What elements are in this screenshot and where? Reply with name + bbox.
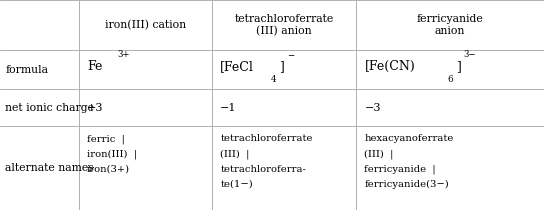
Text: −: − (287, 50, 294, 59)
Text: 6: 6 (447, 75, 453, 84)
Text: 4: 4 (270, 75, 276, 84)
Text: ]: ] (456, 60, 461, 73)
Text: (III)  |: (III) | (220, 150, 250, 159)
Text: 3−: 3− (463, 50, 476, 59)
Text: ferricyanide
anion: ferricyanide anion (417, 14, 484, 36)
Text: te(1−): te(1−) (220, 180, 253, 189)
Text: iron(III)  |: iron(III) | (87, 150, 137, 159)
Text: ferricyanide  |: ferricyanide | (364, 165, 436, 174)
Text: 3+: 3+ (117, 50, 129, 59)
Text: hexacyanoferrate: hexacyanoferrate (364, 134, 454, 143)
Text: tetrachloroferra-: tetrachloroferra- (220, 165, 306, 174)
Text: [FeCl: [FeCl (220, 60, 254, 73)
Text: net ionic charge: net ionic charge (5, 103, 95, 113)
Text: iron(3+): iron(3+) (87, 165, 130, 174)
Text: iron(III) cation: iron(III) cation (105, 20, 186, 30)
Text: −1: −1 (220, 103, 237, 113)
Text: Fe: Fe (87, 60, 102, 73)
Text: formula: formula (5, 65, 48, 75)
Text: ferricyanide(3−): ferricyanide(3−) (364, 180, 449, 189)
Text: +3: +3 (87, 103, 103, 113)
Text: (III)  |: (III) | (364, 150, 394, 159)
Text: −3: −3 (364, 103, 381, 113)
Text: ferric  |: ferric | (87, 134, 125, 144)
Text: ]: ] (279, 60, 284, 73)
Text: alternate names: alternate names (5, 163, 94, 173)
Text: tetrachloroferrate
(III) anion: tetrachloroferrate (III) anion (234, 14, 334, 36)
Text: [Fe(CN): [Fe(CN) (364, 60, 415, 73)
Text: tetrachloroferrate: tetrachloroferrate (220, 134, 313, 143)
